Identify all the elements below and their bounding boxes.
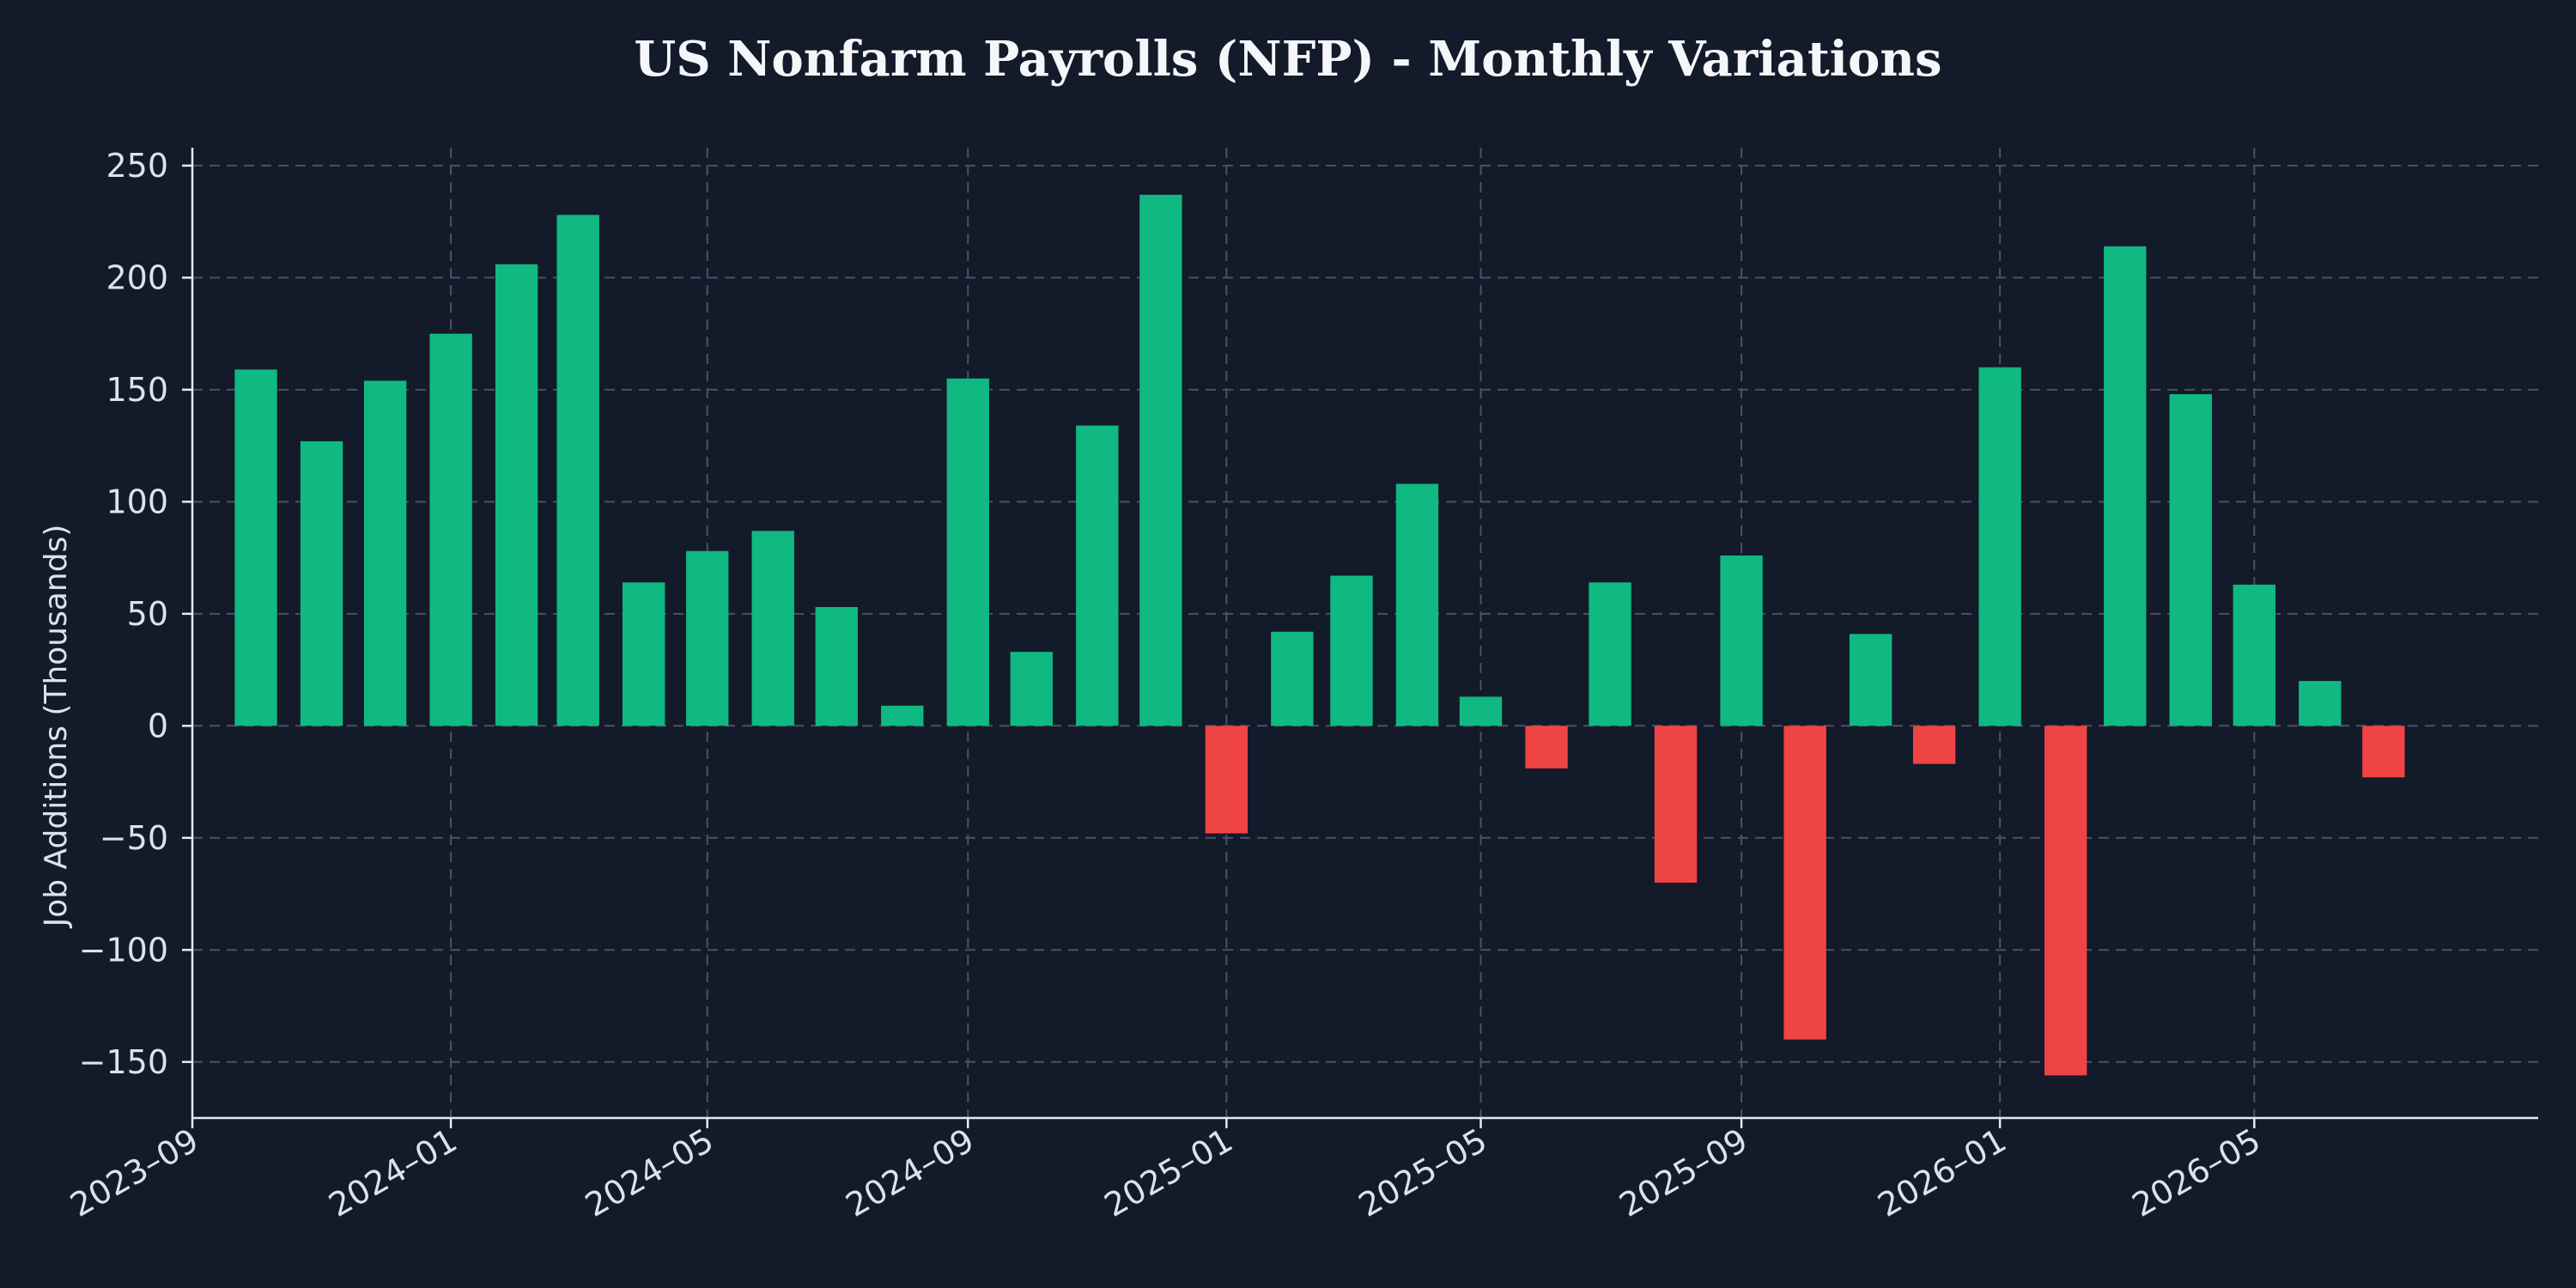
- bar-2026-05: [2233, 584, 2275, 726]
- y-tick-label: 200: [106, 258, 168, 296]
- x-tick-label: 2026–01: [1872, 1121, 2013, 1224]
- bar-2023-12: [363, 380, 407, 726]
- bar-2024-08: [881, 705, 924, 726]
- x-tick-label: 2025–09: [1613, 1121, 1753, 1224]
- y-tick-label: 100: [106, 483, 168, 520]
- bars: [234, 194, 2405, 1076]
- bar-2025-05: [1459, 696, 1503, 726]
- bar-2025-11: [1849, 634, 1893, 726]
- bar-2025-07: [1589, 582, 1631, 726]
- chart-title: US Nonfarm Payrolls (NFP) - Monthly Vari…: [634, 31, 1941, 88]
- bar-2024-02: [495, 264, 538, 726]
- bar-2025-03: [1330, 575, 1373, 726]
- bar-2024-06: [751, 531, 794, 726]
- x-tick-label: 2025–05: [1352, 1121, 1493, 1224]
- bar-2026-07: [2362, 726, 2405, 778]
- bar-2024-05: [686, 550, 729, 726]
- gridlines: [191, 148, 2538, 1118]
- y-tick-label: 250: [106, 147, 168, 185]
- bar-2026-06: [2299, 681, 2342, 726]
- bar-2026-01: [1978, 367, 2021, 726]
- x-tick-label: 2026–05: [2126, 1121, 2267, 1224]
- y-tick-label: 50: [127, 595, 168, 633]
- x-tick-label: 2024–01: [323, 1121, 464, 1224]
- bar-2023-11: [300, 440, 343, 726]
- x-tick-label: 2025–01: [1098, 1121, 1239, 1224]
- bar-2024-03: [556, 215, 599, 726]
- bar-2024-04: [622, 582, 665, 726]
- y-tick-label: −50: [100, 819, 168, 857]
- x-tick-label: 2023–09: [64, 1121, 204, 1224]
- bar-2024-12: [1139, 194, 1182, 726]
- bar-2025-12: [1912, 726, 1956, 764]
- bar-2025-09: [1720, 555, 1763, 726]
- bar-2026-04: [2169, 394, 2212, 726]
- x-tick-label: 2024–09: [840, 1121, 981, 1224]
- y-tick-label: −150: [79, 1043, 168, 1081]
- y-ticks: −150 −100 −50 0 50 100 150 200 250: [79, 147, 192, 1081]
- bar-2024-10: [1010, 652, 1053, 726]
- bar-2024-09: [946, 378, 989, 726]
- y-tick-label: −100: [79, 931, 168, 969]
- bar-2026-02: [2044, 726, 2087, 1076]
- bar-2025-01: [1205, 726, 1249, 834]
- bar-2024-01: [429, 333, 472, 726]
- bar-2025-06: [1525, 726, 1568, 769]
- bar-2026-03: [2104, 246, 2147, 726]
- y-tick-label: 150: [106, 371, 168, 409]
- bar-2024-07: [815, 606, 858, 726]
- y-axis-label: Job Additions (Thousands): [39, 525, 74, 929]
- bar-2025-04: [1395, 483, 1439, 726]
- bar-2023-10: [234, 369, 277, 726]
- x-tick-label: 2024–05: [579, 1121, 720, 1224]
- bar-2024-11: [1076, 425, 1119, 726]
- bar-2025-10: [1783, 726, 1826, 1040]
- bar-2025-02: [1271, 631, 1314, 726]
- x-ticks: 2023–09 2024–01 2024–05 2024–09 2025–01 2025–…: [64, 1118, 2267, 1224]
- bar-2025-08: [1654, 726, 1698, 883]
- y-tick-label: 0: [148, 707, 168, 744]
